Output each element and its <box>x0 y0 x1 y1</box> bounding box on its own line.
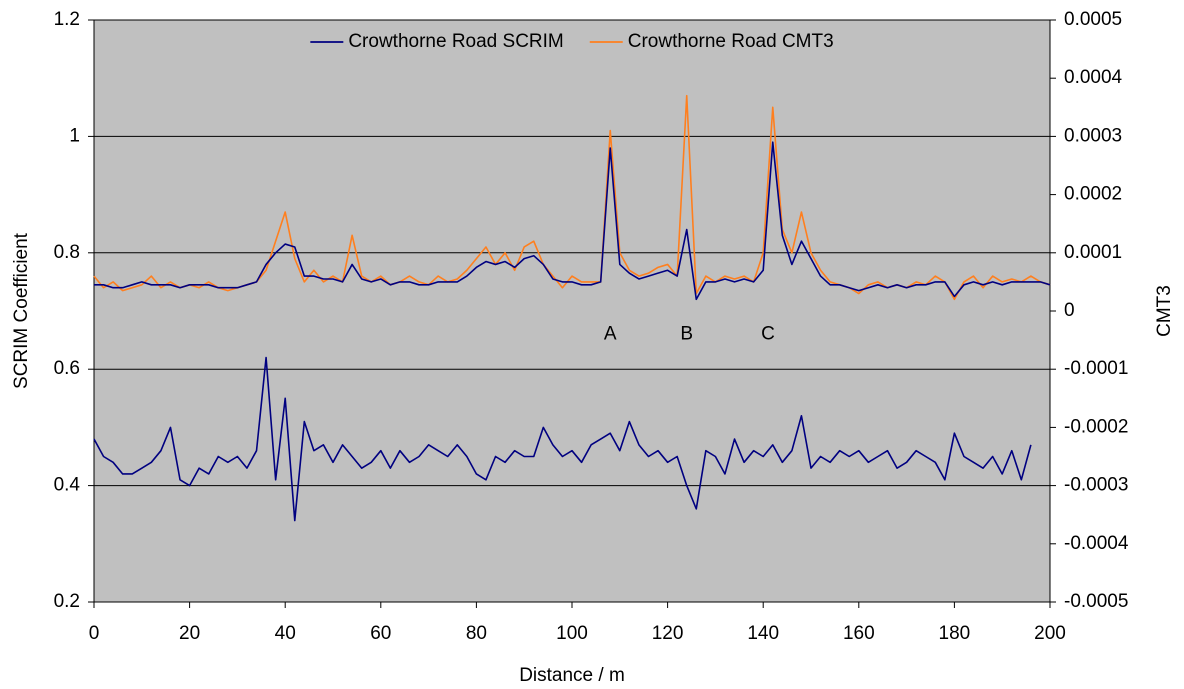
y2-tick-label: -0.0002 <box>1064 416 1128 437</box>
annotation: C <box>761 323 775 344</box>
annotation: B <box>680 323 693 344</box>
series-line <box>94 141 1051 301</box>
annotation: A <box>604 323 617 344</box>
series-lines <box>93 94 1051 522</box>
plot-area <box>93 19 1051 603</box>
x-tick-label: 100 <box>556 623 588 644</box>
y-tick-label: 0.2 <box>54 591 80 612</box>
y-tick-label: 0.8 <box>54 242 80 263</box>
legend-label: Crowthorne Road SCRIM <box>348 31 563 52</box>
y2-tick-label: 0.0002 <box>1064 184 1122 205</box>
y2-tick-label: -0.0005 <box>1064 591 1128 612</box>
x-tick-label: 140 <box>747 623 779 644</box>
y-tick-label: 0.6 <box>54 358 80 379</box>
legend-label: Crowthorne Road CMT3 <box>628 31 834 52</box>
y2-tick-label: -0.0003 <box>1064 475 1128 496</box>
x-tick-label: 40 <box>275 623 296 644</box>
y2-tick-label: -0.0004 <box>1064 533 1129 554</box>
y2-tick-label: 0.0005 <box>1064 9 1122 30</box>
x-tick-label: 120 <box>652 623 684 644</box>
y2-axis-title: CMT3 <box>1154 285 1175 337</box>
x-tick-label: 160 <box>843 623 875 644</box>
y-tick-label: 0.4 <box>54 475 81 496</box>
x-axis-title: Distance / m <box>519 665 625 686</box>
y2-tick-label: 0.0004 <box>1064 67 1123 88</box>
x-tick-label: 180 <box>939 623 971 644</box>
x-tick-label: 20 <box>179 623 200 644</box>
y2-tick-label: -0.0001 <box>1064 358 1128 379</box>
y-axis-title: SCRIM Coefficient <box>11 232 32 389</box>
y2-tick-label: 0.0003 <box>1064 125 1122 146</box>
series-line <box>93 356 1032 522</box>
y2-tick-label: 0.0001 <box>1064 242 1122 263</box>
x-tick-label: 80 <box>466 623 487 644</box>
y-tick-label: 1.2 <box>54 9 80 30</box>
y-tick-label: 1 <box>69 125 80 146</box>
y2-tick-label: 0 <box>1064 300 1075 321</box>
x-tick-label: 200 <box>1034 623 1066 644</box>
legend: Crowthorne Road SCRIM Crowthorne Road CMT… <box>310 31 834 52</box>
x-tick-label: 60 <box>370 623 391 644</box>
x-tick-label: 0 <box>89 623 100 644</box>
axes: 0.2 0.4 0.6 0.8 1 1.2 -0.0005 -0.0004 -0.0003 -0.… <box>54 9 1129 644</box>
grid <box>94 19 1050 603</box>
